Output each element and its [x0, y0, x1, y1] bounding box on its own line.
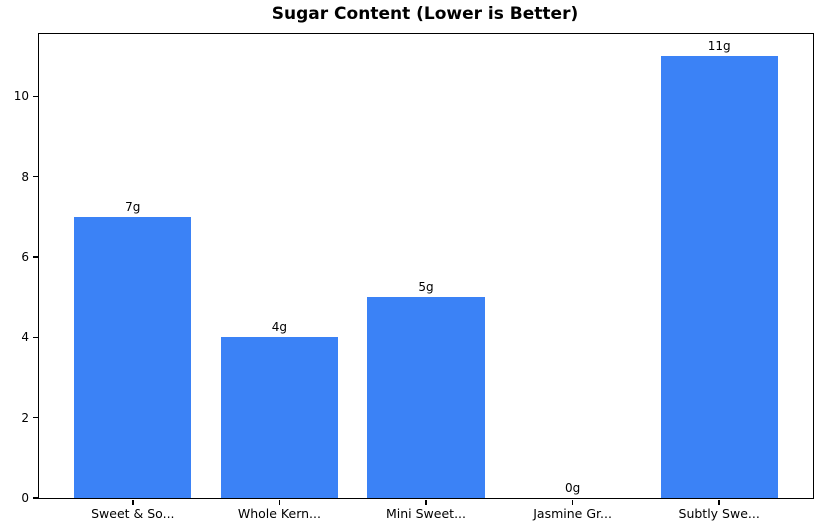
x-tick [425, 499, 427, 505]
chart-title: Sugar Content (Lower is Better) [271, 4, 579, 24]
y-tick [32, 256, 38, 258]
bar [367, 297, 485, 498]
bar-value-label: 11g [707, 39, 731, 54]
bar [74, 216, 192, 498]
bar [220, 337, 339, 498]
x-tick-label: Subtly Swe... [678, 506, 760, 521]
y-tick [32, 336, 38, 339]
y-tick-label: 8 [21, 169, 29, 184]
plot-area: 0 2 4 6 8 10 7g Sweet & So... 4g Whole Kern... 5g M… [14, 33, 814, 521]
bar-value-label: 7g [125, 199, 141, 214]
x-tick [278, 499, 281, 505]
y-tick-label: 4 [21, 330, 29, 345]
bar [660, 56, 778, 498]
x-tick [132, 499, 134, 505]
bar-value-label: 4g [271, 320, 288, 335]
y-tick-label: 2 [21, 410, 29, 425]
x-tick-label: Whole Kern... [237, 506, 321, 521]
y-tick-label: 0 [21, 491, 29, 505]
x-tick [718, 499, 720, 505]
y-tick-label: 10 [13, 89, 29, 104]
x-tick-label: Sweet & So... [91, 506, 175, 521]
bar-value-label: 5g [418, 280, 434, 295]
bar-value-label: 0g [564, 481, 581, 495]
y-tick [32, 416, 38, 419]
x-tick-label: Mini Sweet... [386, 506, 466, 521]
y-tick-label: 6 [21, 249, 29, 264]
y-tick [32, 95, 38, 98]
x-tick-label: Jasmine Gr... [533, 506, 612, 521]
y-tick [32, 497, 38, 499]
x-tick [571, 499, 574, 505]
y-tick [32, 175, 38, 178]
